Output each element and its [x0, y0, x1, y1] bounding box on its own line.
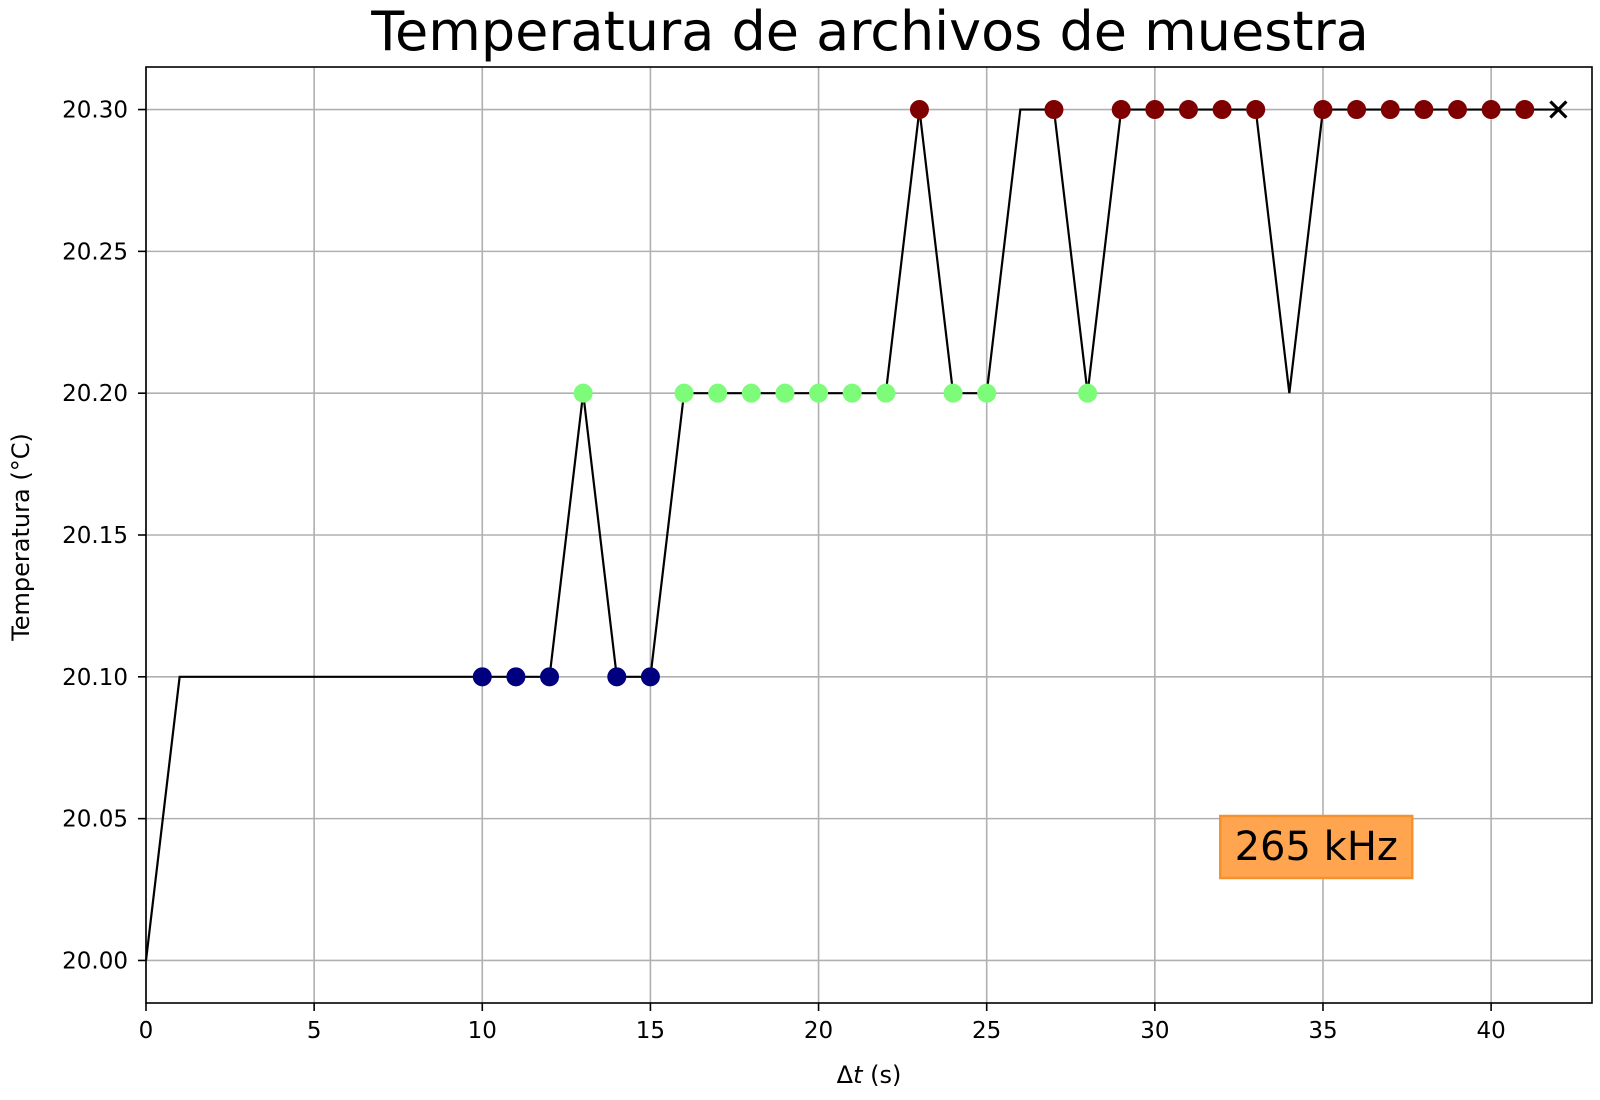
end-marker: [1549, 100, 1568, 119]
data-point: [708, 383, 728, 403]
data-point: [1313, 100, 1333, 120]
data-point: [640, 667, 660, 687]
y-tick-label: 20.20: [62, 381, 128, 407]
data-point: [674, 383, 694, 403]
data-point: [876, 383, 896, 403]
x-axis-label-prefix: Δ: [837, 1061, 854, 1089]
data-point: [1212, 100, 1232, 120]
data-point: [472, 667, 492, 687]
x-axis-label-unit: (s): [862, 1061, 901, 1089]
end-marker-stroke: [1549, 100, 1568, 119]
y-axis-ticks: 20.00 20.05 20.10 20.15 20.20 20.25 20.30: [62, 98, 146, 974]
x-tick-label: 15: [636, 1018, 665, 1044]
data-point: [1481, 100, 1501, 120]
data-point: [741, 383, 761, 403]
data-point: [1111, 100, 1131, 120]
data-point: [1044, 100, 1064, 120]
x-axis-ticks: 0 5 10 15 20 25 30 35 40: [139, 1003, 1506, 1044]
y-tick-label: 20.05: [62, 807, 128, 833]
y-tick-label: 20.00: [62, 948, 128, 974]
data-point: [842, 383, 862, 403]
data-point: [1145, 100, 1165, 120]
data-point: [1380, 100, 1400, 120]
x-tick-label: 0: [139, 1018, 154, 1044]
y-tick-label: 20.30: [62, 98, 128, 124]
data-point: [775, 383, 795, 403]
data-point: [540, 667, 560, 687]
data-point: [1414, 100, 1434, 120]
annotation-box: [1219, 814, 1414, 880]
data-point: [506, 667, 526, 687]
y-tick-label: 20.25: [62, 239, 128, 265]
x-tick-label: 30: [1140, 1018, 1169, 1044]
y-axis-label: Temperatura (°C): [7, 433, 35, 642]
data-point: [607, 667, 627, 687]
data-point: [1078, 383, 1098, 403]
data-point: [1447, 100, 1467, 120]
y-tick-label: 20.15: [62, 523, 128, 549]
data-point: [943, 383, 963, 403]
data-point: [573, 383, 593, 403]
x-tick-label: 10: [468, 1018, 497, 1044]
data-point: [977, 383, 997, 403]
annotation-text: 265 kHz: [1235, 824, 1398, 870]
x-tick-label: 5: [307, 1018, 322, 1044]
x-tick-label: 35: [1308, 1018, 1337, 1044]
chart-title: Temperatura de archivos de muestra: [370, 0, 1369, 63]
annotation-group: 265 kHz: [1219, 814, 1414, 880]
data-point: [809, 383, 829, 403]
x-tick-label: 25: [972, 1018, 1001, 1044]
data-point: [1246, 100, 1266, 120]
data-point: [909, 100, 929, 120]
data-point: [1515, 100, 1535, 120]
markers-group: [472, 100, 1568, 687]
y-tick-label: 20.10: [62, 665, 128, 691]
x-tick-label: 20: [804, 1018, 833, 1044]
x-tick-label: 40: [1476, 1018, 1505, 1044]
data-point: [1347, 100, 1367, 120]
x-axis-label-variable: t: [853, 1061, 864, 1089]
x-axis-label: Δt (s): [837, 1061, 902, 1089]
data-point: [1178, 100, 1198, 120]
